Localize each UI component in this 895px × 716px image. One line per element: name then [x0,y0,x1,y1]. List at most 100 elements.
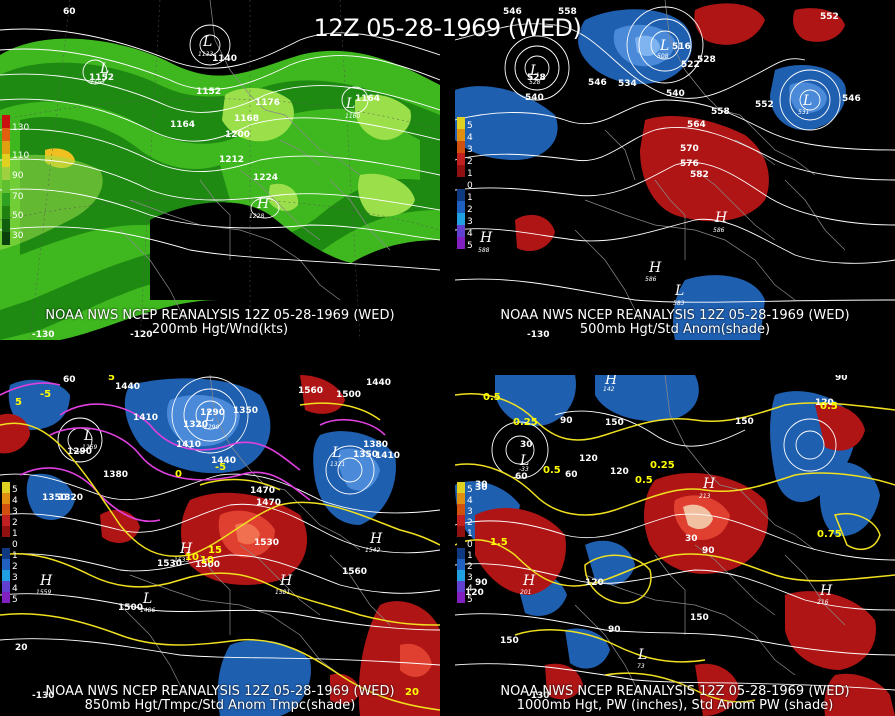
height-label: 120 [465,588,484,598]
low-value: 531 [798,109,809,116]
low-value: 528 [529,79,541,86]
height-label: 1176 [255,98,280,108]
low-value: 1269 [82,444,97,451]
low-value: 508 [657,53,669,60]
pw-label: 1.5 [490,537,508,548]
legend-label: 5 [12,595,18,605]
low-value: 1486 [140,607,155,614]
map-500mb: 546 558 552 528 540 546 534 522 528 540 … [455,0,895,340]
high-value: 213 [699,493,711,500]
height-label: 120 [579,454,598,464]
height-label: 60 [515,472,528,482]
height-label: 150 [500,636,519,646]
height-label: 1164 [170,120,195,130]
low-center: L [204,409,214,425]
height-label: 90 [702,546,715,556]
high-center: H [714,210,728,226]
legend-label: 2 [467,518,473,528]
height-label: 90 [608,625,621,635]
low-value: 583 [673,300,685,307]
height-label: 1350 [42,493,67,503]
height-label: 558 [558,7,577,17]
pw-label: 0.5 [483,392,501,403]
height-label: 30 [475,480,488,490]
height-label: 1350 [353,450,378,460]
height-label: 540 [525,93,544,103]
high-center: H [648,260,662,276]
height-label: 1320 [183,420,208,430]
map-850mb: 1440 1470 1410 1290 1350 1320 1410 1440 … [0,375,440,716]
low-center: L [529,63,539,79]
legend-label: 5 [467,485,473,495]
legend-label: 3 [467,573,473,583]
height-label: 1410 [133,413,158,423]
legend-label: 3 [467,145,473,155]
panel-field-caption: 500mb Hgt/Std Anom(shade) [579,322,771,337]
height-label: 564 [687,120,706,130]
pw-label: 0.75 [817,529,842,540]
legend-label: 0 [467,181,473,191]
legend-label: 5 [12,485,18,495]
high-value: 201 [520,589,531,596]
high-center: H [256,196,270,212]
legend-label: 1 [467,169,473,179]
lat-label: 60 [63,375,76,385]
high-center: H [39,573,53,589]
legend-label: 1 [467,529,473,539]
low-center: L [802,93,812,109]
height-label: 150 [735,417,754,427]
high-value: 588 [478,247,490,254]
legend-label: 90 [12,171,24,181]
high-center: H [179,541,193,557]
height-label: 1560 [342,567,367,577]
height-label: 576 [680,159,699,169]
height-label: 1410 [176,440,201,450]
height-label: 90 [835,375,848,383]
high-value: 1559 [36,589,51,596]
main-title: 12Z 05-28-1969 (WED) [313,14,582,42]
legend-label: 2 [467,562,473,572]
legend-label: 5 [467,241,473,251]
isotherm-label: 15 [208,545,222,556]
isotherm-label: 10 [185,552,199,563]
height-label: 1152 [196,87,221,97]
height-label: 522 [681,60,700,70]
height-label: 1440 [211,456,236,466]
high-center: H [604,375,618,388]
height-label: 546 [588,78,607,88]
height-label: 90 [475,578,488,588]
high-value: 1581 [275,589,290,596]
height-label: 1290 [67,447,92,457]
isotherm-label: -5 [215,462,226,473]
legend-label: 4 [467,229,473,239]
height-label: 150 [605,418,624,428]
low-value: 1133 [198,51,213,58]
lon-label: -120 [130,330,153,340]
height-contours [0,376,440,666]
lon-label: -130 [32,330,55,340]
height-label: 90 [560,416,573,426]
low-value: 1321 [330,461,345,468]
height-label: 528 [697,55,716,65]
legend-label: 2 [467,157,473,167]
lon-label: -130 [527,330,550,340]
height-label: 1500 [336,390,361,400]
height-label: 1320 [58,493,83,503]
height-label: 516 [672,42,691,52]
panel-field-caption: 200mb Hgt/Wnd(kts) [151,322,289,337]
panel-field-caption: 1000mb Hgt, PW (inches), Std Anom PW (sh… [516,698,834,713]
pw-label: 0.25 [650,460,675,471]
low-center: L [83,428,93,444]
height-label: 120 [815,398,834,408]
anomaly-legend: 5 4 3 2 1 0 1 2 3 4 5 [457,117,473,251]
anomaly-shading [455,3,846,340]
height-label: 1224 [253,173,278,183]
height-label: 1470 [250,486,275,496]
height-label: 1168 [234,114,259,124]
pw-label: 0.5 [635,475,653,486]
height-label: 558 [711,107,730,117]
low-center: L [659,38,669,54]
high-center: H [479,230,493,246]
high-center: H [522,573,536,589]
isotherm-label: 10 [200,555,214,566]
